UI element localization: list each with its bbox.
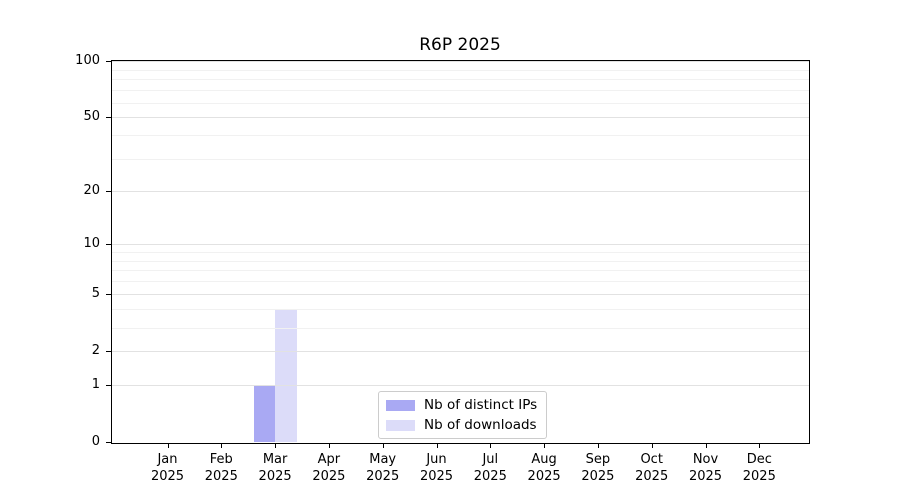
x-tick-mark xyxy=(382,443,384,448)
x-tick-mark xyxy=(221,443,223,448)
y-major-gridline xyxy=(112,244,809,246)
x-tick-mark xyxy=(436,443,438,448)
y-tick-mark xyxy=(106,244,111,246)
x-tick-mark xyxy=(490,443,492,448)
y-minor-gridline xyxy=(112,281,809,283)
y-minor-gridline xyxy=(112,251,809,253)
bar-downloads xyxy=(275,309,297,442)
x-tick-label: Jul 2025 xyxy=(473,452,507,484)
y-tick-mark xyxy=(106,442,111,443)
y-major-gridline xyxy=(112,294,809,296)
x-tick-label: Mar 2025 xyxy=(258,452,292,484)
y-tick-label: 5 xyxy=(91,286,100,302)
x-tick-mark xyxy=(167,443,169,448)
legend-item-downloads: Nb of downloads xyxy=(386,417,537,433)
x-tick-label: Oct 2025 xyxy=(635,452,669,484)
x-tick-label: Jan 2025 xyxy=(150,452,185,484)
x-tick-label: Nov 2025 xyxy=(688,452,723,484)
y-major-gridline xyxy=(112,61,809,62)
y-minor-gridline xyxy=(112,79,809,81)
y-minor-gridline xyxy=(112,270,809,272)
legend-item-distinct-ips: Nb of distinct IPs xyxy=(386,397,537,413)
y-minor-gridline xyxy=(112,327,809,329)
y-tick-label: 0 xyxy=(91,434,100,449)
x-tick-label: Aug 2025 xyxy=(527,452,561,484)
y-tick-label: 1 xyxy=(91,376,100,392)
y-tick-label: 2 xyxy=(91,343,100,359)
legend-label-distinct-ips: Nb of distinct IPs xyxy=(424,397,538,413)
x-tick-label: Apr 2025 xyxy=(312,452,346,484)
y-tick-label: 50 xyxy=(83,109,100,125)
x-tick-label: May 2025 xyxy=(366,452,400,484)
y-minor-gridline xyxy=(112,135,809,137)
x-tick-label: Sep 2025 xyxy=(581,452,615,484)
y-minor-gridline xyxy=(112,260,809,262)
y-tick-label: 10 xyxy=(83,236,100,252)
y-tick-mark xyxy=(106,294,111,296)
bar-distinct-ips xyxy=(253,384,276,442)
y-major-gridline xyxy=(112,190,809,192)
x-tick-label: Dec 2025 xyxy=(742,452,776,484)
x-tick-mark xyxy=(597,443,599,448)
y-major-gridline xyxy=(112,117,809,119)
x-tick-mark xyxy=(275,443,277,448)
x-tick-mark xyxy=(328,443,330,448)
y-minor-gridline xyxy=(112,158,809,160)
y-tick-label: 20 xyxy=(83,182,100,198)
legend-label-downloads: Nb of downloads xyxy=(424,417,537,433)
y-minor-gridline xyxy=(112,309,809,311)
y-major-gridline xyxy=(112,384,809,386)
legend: Nb of distinct IPs Nb of downloads xyxy=(378,391,548,439)
y-major-gridline xyxy=(112,351,809,353)
y-tick-mark xyxy=(106,351,111,353)
y-tick-mark xyxy=(106,190,111,192)
y-tick-mark xyxy=(106,384,111,386)
x-tick-mark xyxy=(544,443,546,448)
y-minor-gridline xyxy=(112,102,809,104)
chart-title: R6P 2025 xyxy=(419,35,501,55)
x-tick-label: Feb 2025 xyxy=(204,452,238,484)
y-tick-label: 100 xyxy=(75,53,100,68)
x-tick-mark xyxy=(651,443,653,448)
y-minor-gridline xyxy=(112,69,809,71)
x-tick-mark xyxy=(705,443,707,448)
plot-area xyxy=(111,60,810,444)
y-tick-mark xyxy=(106,61,111,62)
y-tick-mark xyxy=(106,117,111,119)
y-minor-gridline xyxy=(112,90,809,92)
x-tick-label: Jun 2025 xyxy=(419,452,454,484)
x-tick-mark xyxy=(759,443,761,448)
legend-swatch-distinct-ips xyxy=(386,399,415,411)
legend-swatch-downloads xyxy=(386,419,415,431)
